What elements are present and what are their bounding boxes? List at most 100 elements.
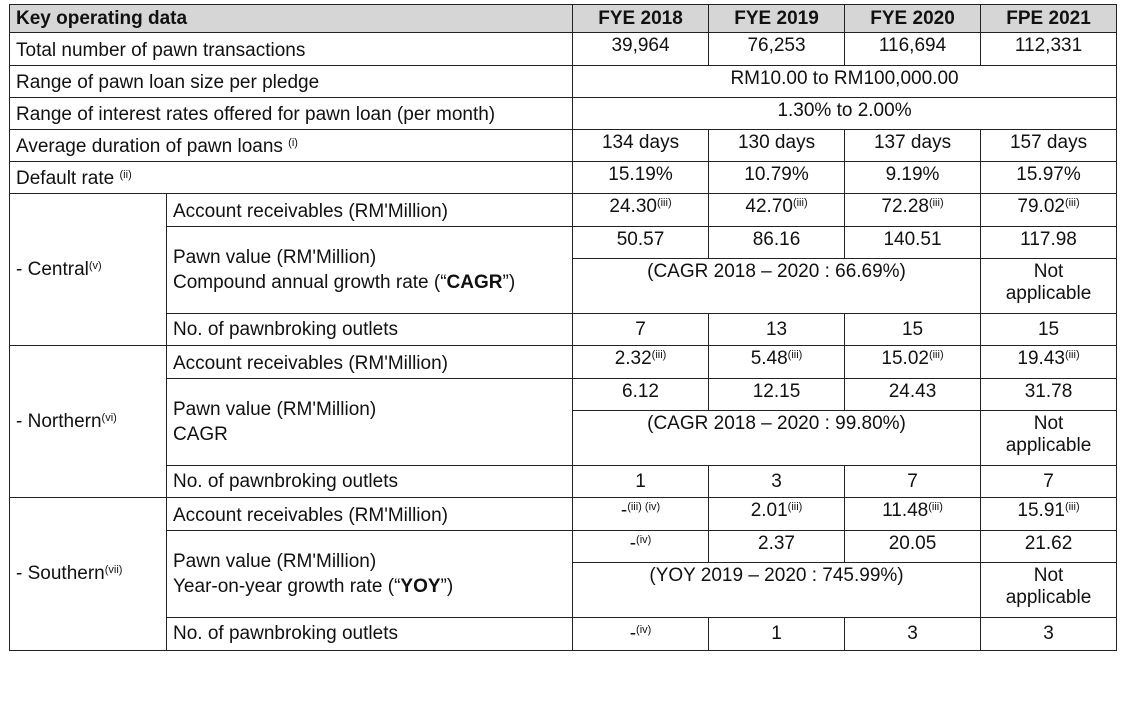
footnote-marker: (iii) [1064,501,1080,513]
not-applicable-text: Not [1033,565,1064,586]
table-row: - Southern(vii) Account receivables (RM'… [9,497,1118,651]
footnote-marker: (iii) [792,197,808,209]
table-row: No. of pawnbroking outlets 1 3 7 7 [10,465,1118,498]
cell-value: 137 days [844,129,982,162]
row-label: Range of interest rates offered for pawn… [8,97,574,130]
cell-value: 2.01 [750,500,788,521]
growth-label: CAGR [173,424,228,445]
cell-value-cell: 15.91(iii) [980,497,1118,531]
cell-value-cell: -(iv) [572,530,710,563]
growth-label-text: ”) [440,576,454,597]
cell-value: 7 [572,313,710,346]
table-title: Key operating data [8,4,574,33]
table-row: Default rate (ii) 15.19% 10.79% 9.19% 15… [8,161,1118,194]
cell-value: 116,694 [844,32,982,66]
region-name: - Southern [16,563,105,584]
table-row: (CAGR 2018 – 2020 : 66.69%) Not applicabl… [10,258,1118,314]
cell-value: - [629,623,637,644]
cell-value: 72.28 [881,196,929,217]
cell-value-cell: 42.70(iii) [708,193,846,227]
cell-value: 2.37 [708,530,846,563]
footnote-marker: (i) [288,137,298,149]
row-label: No. of pawnbroking outlets [165,465,574,498]
cell-value-cell: 24.30(iii) [572,193,710,227]
footnote-marker: (vi) [101,411,117,424]
growth-value: (CAGR 2018 – 2020 : 99.80%) [572,410,982,466]
year-header: FYE 2020 [844,4,982,33]
cell-value-cell: 19.43(iii) [980,345,1118,379]
cell-value: 117.98 [980,226,1118,259]
cell-value: 24.30 [609,196,657,217]
year-header: FPE 2021 [980,4,1118,33]
region-label-northern: - Northern(vi) [9,345,167,498]
growth-label-abbr: YOY [400,576,441,597]
table-row: Pawn value (RM'Million) Compound annual g… [10,226,1118,314]
cell-value: 15.19% [572,161,710,194]
cell-value: 9.19% [844,161,982,194]
footnote-marker: (iii) [928,197,944,209]
cell-value-cell: 11.48(iii) [844,497,982,531]
row-label: Average duration of pawn loans [16,136,283,157]
cell-value-cell: -(iv) [572,617,710,651]
cell-value: 2.32 [614,348,652,369]
key-operating-data-table: Key operating data FYE 2018 FYE 2019 FYE… [8,4,1118,651]
cell-value: 112,331 [980,32,1118,66]
footnote-marker: (iii) [787,501,803,513]
table-row: Pawn value (RM'Million) Year-on-year grow… [10,530,1118,618]
region-name: - Central [16,258,89,280]
cell-value: 7 [980,465,1118,498]
table-row: (CAGR 2018 – 2020 : 99.80%) Not applicabl… [10,410,1118,466]
cell-value: 12.15 [708,378,846,411]
footnote-marker: (v) [88,259,102,272]
cell-value: 42.70 [745,196,793,217]
not-applicable-cell: Not applicable [980,410,1118,466]
cell-value: 134 days [572,129,710,162]
pawn-value-label-cell: Pawn value (RM'Million) Compound annual g… [165,226,574,314]
cell-value-cell: 2.32(iii) [572,345,710,379]
cell-value: 7 [844,465,982,498]
table-row: Range of pawn loan size per pledge RM10.… [8,65,1118,98]
footnote-marker: (iv) [636,534,652,546]
footnote-marker: (iii) (iv) [627,501,661,513]
not-applicable-cell: Not applicable [980,562,1118,618]
footnote-marker: (iii) [928,501,943,513]
cell-value: 31.78 [980,378,1118,411]
cell-value: 21.62 [980,530,1118,563]
table-row: No. of pawnbroking outlets -(iv) 1 3 3 [10,617,1118,651]
cell-value: 39,964 [572,32,710,66]
pawn-value-label-cell: Pawn value (RM'Million) Year-on-year grow… [165,530,574,618]
row-label: Account receivables (RM'Million) [165,497,574,531]
row-label-cell: Average duration of pawn loans (i) [8,129,574,162]
cell-value: 86.16 [708,226,846,259]
cell-value: 19.43 [1017,348,1065,369]
region-label-central: - Central(v) [9,193,167,346]
footnote-marker: (iii) [656,197,672,209]
region-label-southern: - Southern(vii) [9,497,167,651]
row-label: Pawn value (RM'Million) [173,247,377,268]
cell-value: 13 [708,313,846,346]
cell-value-cell: 79.02(iii) [980,193,1118,227]
cell-value-cell: 72.28(iii) [844,193,982,227]
table-row: - Central(v) Account receivables (RM'Mil… [9,193,1118,346]
cell-value: 130 days [708,129,846,162]
row-label: Account receivables (RM'Million) [165,345,574,379]
footnote-marker: (iii) [928,349,944,361]
cell-value: 24.43 [844,378,982,411]
row-label: Range of pawn loan size per pledge [8,65,574,98]
footnote-marker: (iii) [651,349,667,361]
table-row: Total number of pawn transactions 39,964… [8,32,1118,66]
cell-value: 50.57 [572,226,710,259]
table-row: Average duration of pawn loans (i) 134 d… [8,129,1118,162]
header-row: Key operating data FYE 2018 FYE 2019 FYE… [8,4,1118,33]
growth-label-text: Compound annual growth rate (“ [173,272,447,293]
footnote-marker: (iii) [1064,197,1080,209]
table-row: - Northern(vi) Account receivables (RM'M… [9,345,1118,498]
growth-label-text: Year-on-year growth rate (“ [173,576,401,597]
row-label: Pawn value (RM'Million) [173,399,377,420]
row-label: Account receivables (RM'Million) [165,193,574,227]
cell-value: 79.02 [1017,196,1065,217]
footnote-marker: (vii) [104,564,123,576]
footnote-marker: (ii) [119,169,132,181]
cell-value: 15.02 [881,348,929,369]
cell-value-cell: 2.01(iii) [708,497,846,531]
